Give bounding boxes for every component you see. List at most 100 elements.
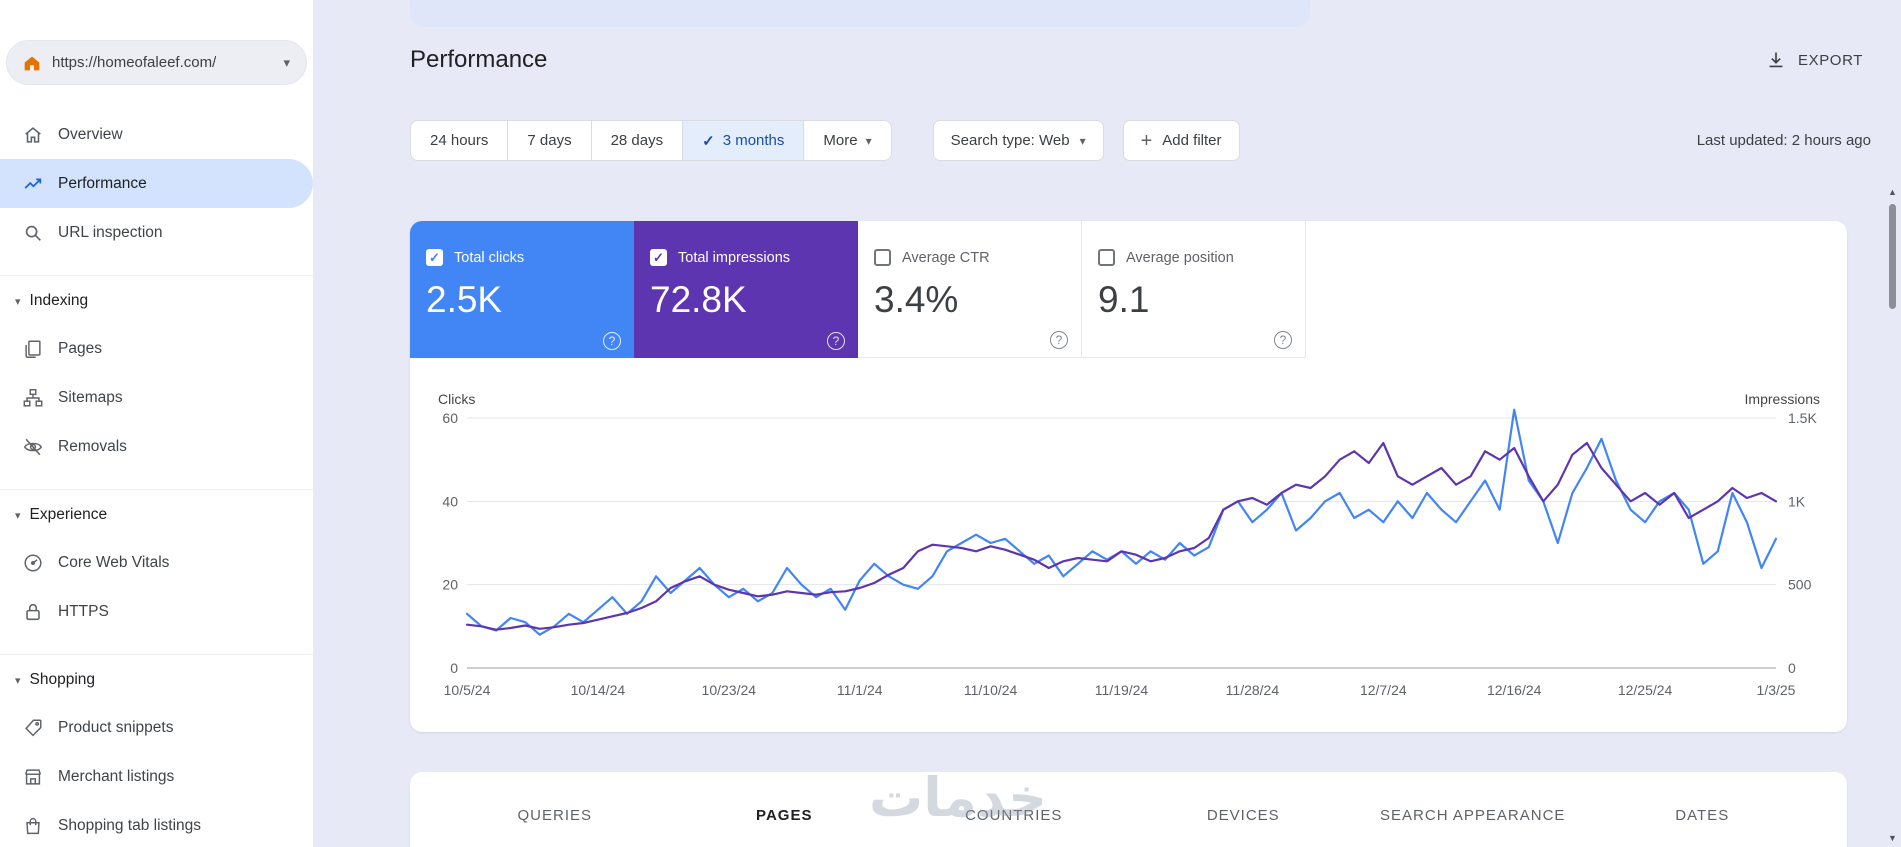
chevron-down-icon: ▾: [15, 295, 21, 308]
chart-area[interactable]: 0 0 20 500 40 1K 60 1.5K Clicks Impressions 10/5/2…: [430, 386, 1827, 706]
date-range-group: 24 hours 7 days 28 days ✓ 3 months More ▾: [410, 120, 892, 161]
date-range-7-days[interactable]: 7 days: [507, 120, 592, 161]
help-icon[interactable]: ?: [1050, 331, 1068, 349]
x-axis-tick: 10/23/24: [702, 682, 757, 698]
https-icon: [22, 601, 44, 623]
sidebar-item-https[interactable]: HTTPS: [0, 587, 313, 636]
metric-card-average-ctr[interactable]: Average CTR 3.4%?: [858, 221, 1082, 358]
date-range-24-hours[interactable]: 24 hours: [410, 120, 509, 161]
clicks-impressions-chart[interactable]: 0 0 20 500 40 1K 60 1.5K Clicks Impressions 10/5/2…: [430, 386, 1827, 706]
tab-countries[interactable]: COUNTRIES: [899, 807, 1129, 824]
scroll-up-arrow[interactable]: ▲: [1888, 187, 1897, 197]
sidebar-item-label: Core Web Vitals: [58, 553, 170, 571]
right-axis-title: Impressions: [1745, 391, 1820, 407]
x-axis-tick: 11/28/24: [1226, 682, 1280, 698]
sidebar-item-label: Shopping tab listings: [58, 816, 202, 834]
metric-label: Total clicks: [454, 249, 525, 266]
tab-search-appearance[interactable]: SEARCH APPEARANCE: [1358, 807, 1588, 824]
sidebar-item-removals[interactable]: Removals: [0, 422, 313, 471]
sidebar: https://homeofaleef.com/ ▾ Overview Perfo…: [0, 0, 313, 847]
product-snippets-icon: [22, 717, 44, 739]
metric-header: Average CTR: [874, 249, 1065, 266]
metric-label: Average position: [1126, 249, 1234, 266]
vertical-scrollbar[interactable]: ▲ ▼: [1884, 0, 1901, 847]
date-range-3-months[interactable]: ✓ 3 months: [682, 120, 805, 161]
sidebar-item-product-snippets[interactable]: Product snippets: [0, 703, 313, 752]
date-range-28-days[interactable]: 28 days: [590, 120, 684, 161]
x-axis-tick: 12/7/24: [1360, 682, 1407, 698]
page-header: Performance EXPORT: [410, 40, 1863, 80]
more-label: More: [823, 132, 858, 149]
sidebar-section-header-shopping[interactable]: ▾ Shopping: [0, 657, 313, 703]
series-line-impressions: [465, 441, 1778, 631]
y-axis-right-tick: 0: [1788, 660, 1796, 676]
help-icon[interactable]: ?: [603, 332, 621, 350]
x-axis-tick: 11/1/24: [837, 682, 883, 698]
chevron-down-icon: ▾: [15, 674, 21, 687]
export-button[interactable]: EXPORT: [1765, 49, 1863, 71]
sidebar-section-label: Indexing: [29, 292, 89, 309]
sidebar-section-header-indexing[interactable]: ▾ Indexing: [0, 278, 313, 324]
tab-queries[interactable]: QUERIES: [440, 807, 670, 824]
left-axis-title: Clicks: [438, 391, 475, 407]
home-icon: [22, 124, 44, 146]
metric-value: 2.5K: [426, 279, 503, 320]
tab-devices[interactable]: DEVICES: [1129, 807, 1359, 824]
x-axis-tick: 11/10/24: [964, 682, 1018, 698]
sidebar-item-sitemaps[interactable]: Sitemaps: [0, 373, 313, 422]
sidebar-item-label: Removals: [58, 437, 127, 455]
shopping-tab-listings-icon: [22, 815, 44, 837]
y-axis-left-tick: 20: [442, 577, 458, 593]
x-axis-tick: 1/3/25: [1757, 682, 1796, 698]
search-bar-remnant: [410, 0, 1310, 27]
main-content: Performance EXPORT 24 hours 7 days 28 days…: [313, 0, 1901, 847]
metric-checkbox[interactable]: ✓: [426, 249, 443, 266]
metric-checkbox[interactable]: ✓: [650, 249, 667, 266]
scroll-down-arrow[interactable]: ▼: [1888, 833, 1897, 843]
sidebar-section-label: Shopping: [29, 671, 96, 688]
help-icon[interactable]: ?: [827, 332, 845, 350]
sidebar-item-url-inspection[interactable]: URL inspection: [0, 208, 313, 257]
tab-pages[interactable]: PAGES: [670, 807, 900, 824]
date-range-label: 24 hours: [430, 132, 489, 149]
add-filter-button[interactable]: + Add filter: [1122, 120, 1240, 161]
metric-card-average-position[interactable]: Average position 9.1?: [1082, 221, 1306, 358]
sidebar-item-label: Sitemaps: [58, 388, 123, 406]
metric-cards: ✓ Total clicks 2.5K? ✓ Total impressions 72.8…: [410, 221, 1847, 358]
metric-label: Total impressions: [678, 249, 791, 266]
y-axis-left-tick: 40: [442, 493, 458, 509]
sidebar-item-label: Pages: [58, 339, 102, 357]
sidebar-item-core-web-vitals[interactable]: Core Web Vitals: [0, 538, 313, 587]
sidebar-item-pages[interactable]: Pages: [0, 324, 313, 373]
tab-label: COUNTRIES: [965, 806, 1063, 824]
plus-icon: +: [1140, 129, 1153, 152]
x-axis-tick: 10/14/24: [571, 682, 626, 698]
x-axis-tick: 11/19/24: [1095, 682, 1149, 698]
sidebar-item-performance[interactable]: Performance: [0, 159, 313, 208]
help-icon[interactable]: ?: [1274, 331, 1292, 349]
check-icon: ✓: [702, 132, 715, 150]
sidebar-item-merchant-listings[interactable]: Merchant listings: [0, 752, 313, 801]
sidebar-section-indexing: ▾ Indexing Pages Sitemaps Removals: [0, 275, 313, 471]
metric-card-total-clicks[interactable]: ✓ Total clicks 2.5K?: [410, 221, 634, 358]
scrollbar-thumb[interactable]: [1889, 204, 1896, 309]
tab-label: DEVICES: [1206, 806, 1280, 824]
search-type-button[interactable]: Search type: Web ▾: [932, 120, 1104, 161]
property-selector[interactable]: https://homeofaleef.com/ ▾: [6, 40, 307, 85]
metric-card-total-impressions[interactable]: ✓ Total impressions 72.8K?: [634, 221, 858, 358]
sidebar-item-label: Overview: [58, 125, 123, 143]
sidebar-item-shopping-tab-listings[interactable]: Shopping tab listings: [0, 801, 313, 847]
metric-header: Average position: [1098, 249, 1289, 266]
sidebar-item-label: Performance: [58, 174, 147, 192]
more-button[interactable]: More ▾: [803, 120, 892, 161]
core-web-vitals-icon: [22, 552, 44, 574]
tab-dates[interactable]: DATES: [1588, 807, 1818, 824]
sidebar-item-overview[interactable]: Overview: [0, 110, 313, 159]
metric-checkbox[interactable]: [874, 249, 891, 266]
date-range-label: 28 days: [610, 132, 664, 149]
metric-checkbox[interactable]: [1098, 249, 1115, 266]
page-title: Performance: [410, 46, 548, 73]
tab-label: SEARCH APPEARANCE: [1380, 806, 1566, 824]
tab-label: QUERIES: [517, 806, 592, 824]
sidebar-section-header-experience[interactable]: ▾ Experience: [0, 492, 313, 538]
